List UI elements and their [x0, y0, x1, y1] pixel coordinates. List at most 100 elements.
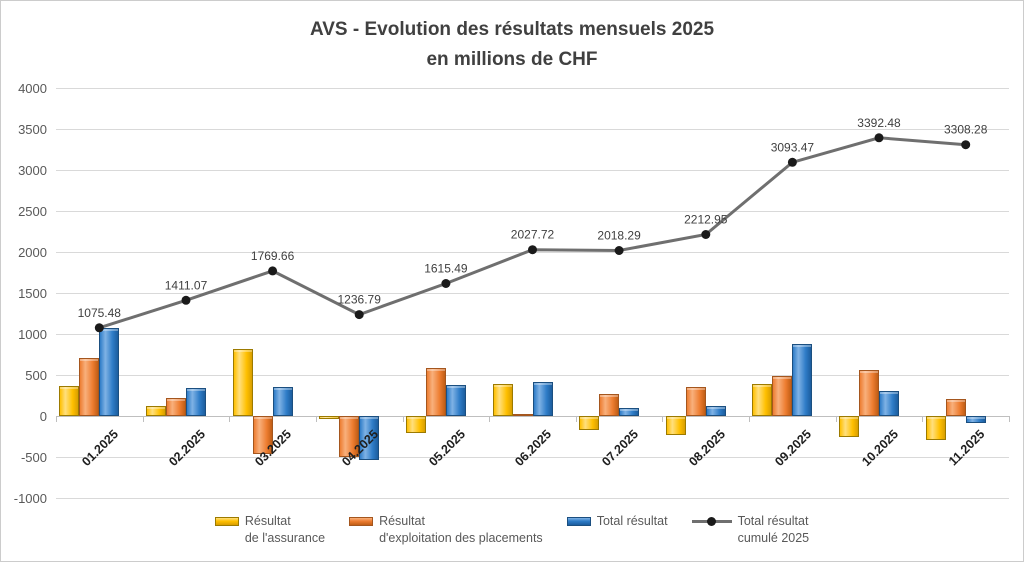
line-value-label: 2212.95	[684, 213, 728, 227]
gridline	[56, 252, 1009, 253]
line-value-label: 1075.48	[78, 306, 122, 320]
category-tick	[662, 416, 663, 422]
y-axis-tick-label: 1500	[18, 286, 47, 301]
legend-item-cumule: Total résultat cumulé 2025	[691, 513, 810, 547]
bar-total-09.2025	[792, 344, 812, 416]
category-tick	[1009, 416, 1010, 422]
chart-title: AVS - Evolution des résultats mensuels 2…	[1, 15, 1023, 75]
line-value-label: 1236.79	[338, 293, 382, 307]
line-value-label: 2018.29	[597, 229, 641, 243]
y-axis-tick-label: 4000	[18, 81, 47, 96]
y-axis-tick-label: 2000	[18, 245, 47, 260]
y-axis-tick-label: 2500	[18, 204, 47, 219]
bar-assurance-09.2025	[752, 384, 772, 416]
legend-label: Résultat de l'assurance	[245, 513, 325, 547]
category-tick	[836, 416, 837, 422]
bar-placements-11.2025	[946, 399, 966, 416]
line-value-label: 1411.07	[165, 278, 208, 292]
bar-assurance-08.2025	[666, 416, 686, 435]
line-marker	[354, 310, 364, 320]
bar-assurance-10.2025	[839, 416, 859, 437]
y-axis-tick-label: 1000	[18, 327, 47, 342]
legend-label-line: Résultat	[379, 514, 425, 528]
bar-placements-06.2025	[513, 414, 533, 416]
category-tick	[489, 416, 490, 422]
legend-marker-sample	[706, 517, 716, 526]
legend-label-line: d'exploitation des placements	[379, 531, 543, 545]
bar-total-05.2025	[446, 385, 466, 416]
legend-swatch-total	[566, 517, 591, 526]
x-axis-tick-label: 09.2025	[772, 427, 815, 469]
y-axis-tick-label: 500	[25, 368, 47, 383]
line-marker	[614, 246, 624, 255]
legend-label-line: de l'assurance	[244, 531, 326, 545]
gridline	[56, 498, 1009, 499]
legend-item-total: Total résultat	[566, 513, 668, 530]
bar-placements-08.2025	[686, 387, 706, 416]
bar-total-06.2025	[533, 382, 553, 416]
gridline	[56, 375, 1009, 376]
y-axis-tick-label: 3500	[18, 122, 47, 137]
bar-assurance-04.2025	[319, 416, 339, 419]
bar-assurance-03.2025	[233, 349, 253, 416]
bar-placements-02.2025	[166, 398, 186, 416]
gridline	[56, 170, 1009, 171]
bar-total-03.2025	[273, 387, 293, 416]
category-tick	[576, 416, 577, 422]
bar-placements-01.2025	[79, 358, 99, 416]
line-value-label: 3392.48	[857, 116, 901, 130]
legend-label: Résultat d'exploitation des placements	[379, 513, 543, 547]
x-axis-tick-label: 08.2025	[685, 427, 728, 469]
category-tick	[229, 416, 230, 422]
y-axis-tick-label: 0	[39, 409, 47, 424]
x-axis-tick-label: 11.2025	[946, 427, 988, 469]
line-value-label: 1615.49	[424, 262, 468, 276]
bar-placements-07.2025	[599, 394, 619, 416]
y-axis-tick-label: 3000	[18, 163, 47, 178]
legend: Résultat de l'assurance Résultat d'exploita…	[1, 513, 1023, 547]
y-axis-tick-label: -1000	[13, 491, 47, 506]
legend-label-line: cumulé 2025	[737, 531, 810, 545]
bar-total-04.2025	[359, 416, 379, 460]
bar-assurance-11.2025	[926, 416, 946, 440]
bar-total-08.2025	[706, 406, 726, 416]
line-value-label: 3093.47	[771, 140, 815, 154]
category-tick	[143, 416, 144, 422]
x-axis-tick-label: 10.2025	[859, 427, 901, 469]
chart-title-line1: AVS - Evolution des résultats mensuels 2…	[309, 19, 715, 40]
x-axis-tick-label: 06.2025	[512, 427, 555, 469]
bar-placements-03.2025	[253, 416, 273, 454]
line-marker	[874, 133, 884, 143]
line-value-label: 1769.66	[251, 249, 295, 263]
x-axis-tick-label: 02.2025	[166, 427, 208, 469]
y-axis-tick-label: -500	[20, 450, 47, 465]
gridline	[56, 334, 1009, 335]
legend-swatch-line	[691, 513, 732, 530]
legend-swatch-placements	[349, 517, 374, 526]
bar-assurance-07.2025	[579, 416, 599, 430]
line-marker	[787, 157, 797, 167]
x-axis-tick-label: 05.2025	[425, 427, 468, 469]
bar-assurance-01.2025	[59, 386, 79, 416]
category-tick	[403, 416, 404, 422]
bar-assurance-06.2025	[493, 384, 513, 416]
legend-item-placements: Résultat d'exploitation des placements	[349, 513, 543, 547]
legend-label: Total résultat	[597, 513, 668, 530]
category-tick	[749, 416, 750, 422]
bar-placements-09.2025	[772, 376, 792, 416]
line-value-label: 2027.72	[511, 228, 555, 242]
bar-placements-10.2025	[859, 370, 879, 416]
gridline	[56, 211, 1009, 212]
x-axis-tick-label: 07.2025	[599, 427, 642, 469]
gridline	[56, 129, 1009, 130]
category-tick	[316, 416, 317, 422]
bar-total-01.2025	[99, 328, 119, 416]
gridline	[56, 88, 1009, 89]
category-tick	[56, 416, 57, 422]
bar-placements-04.2025	[339, 416, 359, 457]
chart-title-line2: en millions de CHF	[426, 49, 598, 70]
cumulative-line	[98, 136, 966, 330]
legend-label-line: Total résultat	[596, 514, 668, 528]
